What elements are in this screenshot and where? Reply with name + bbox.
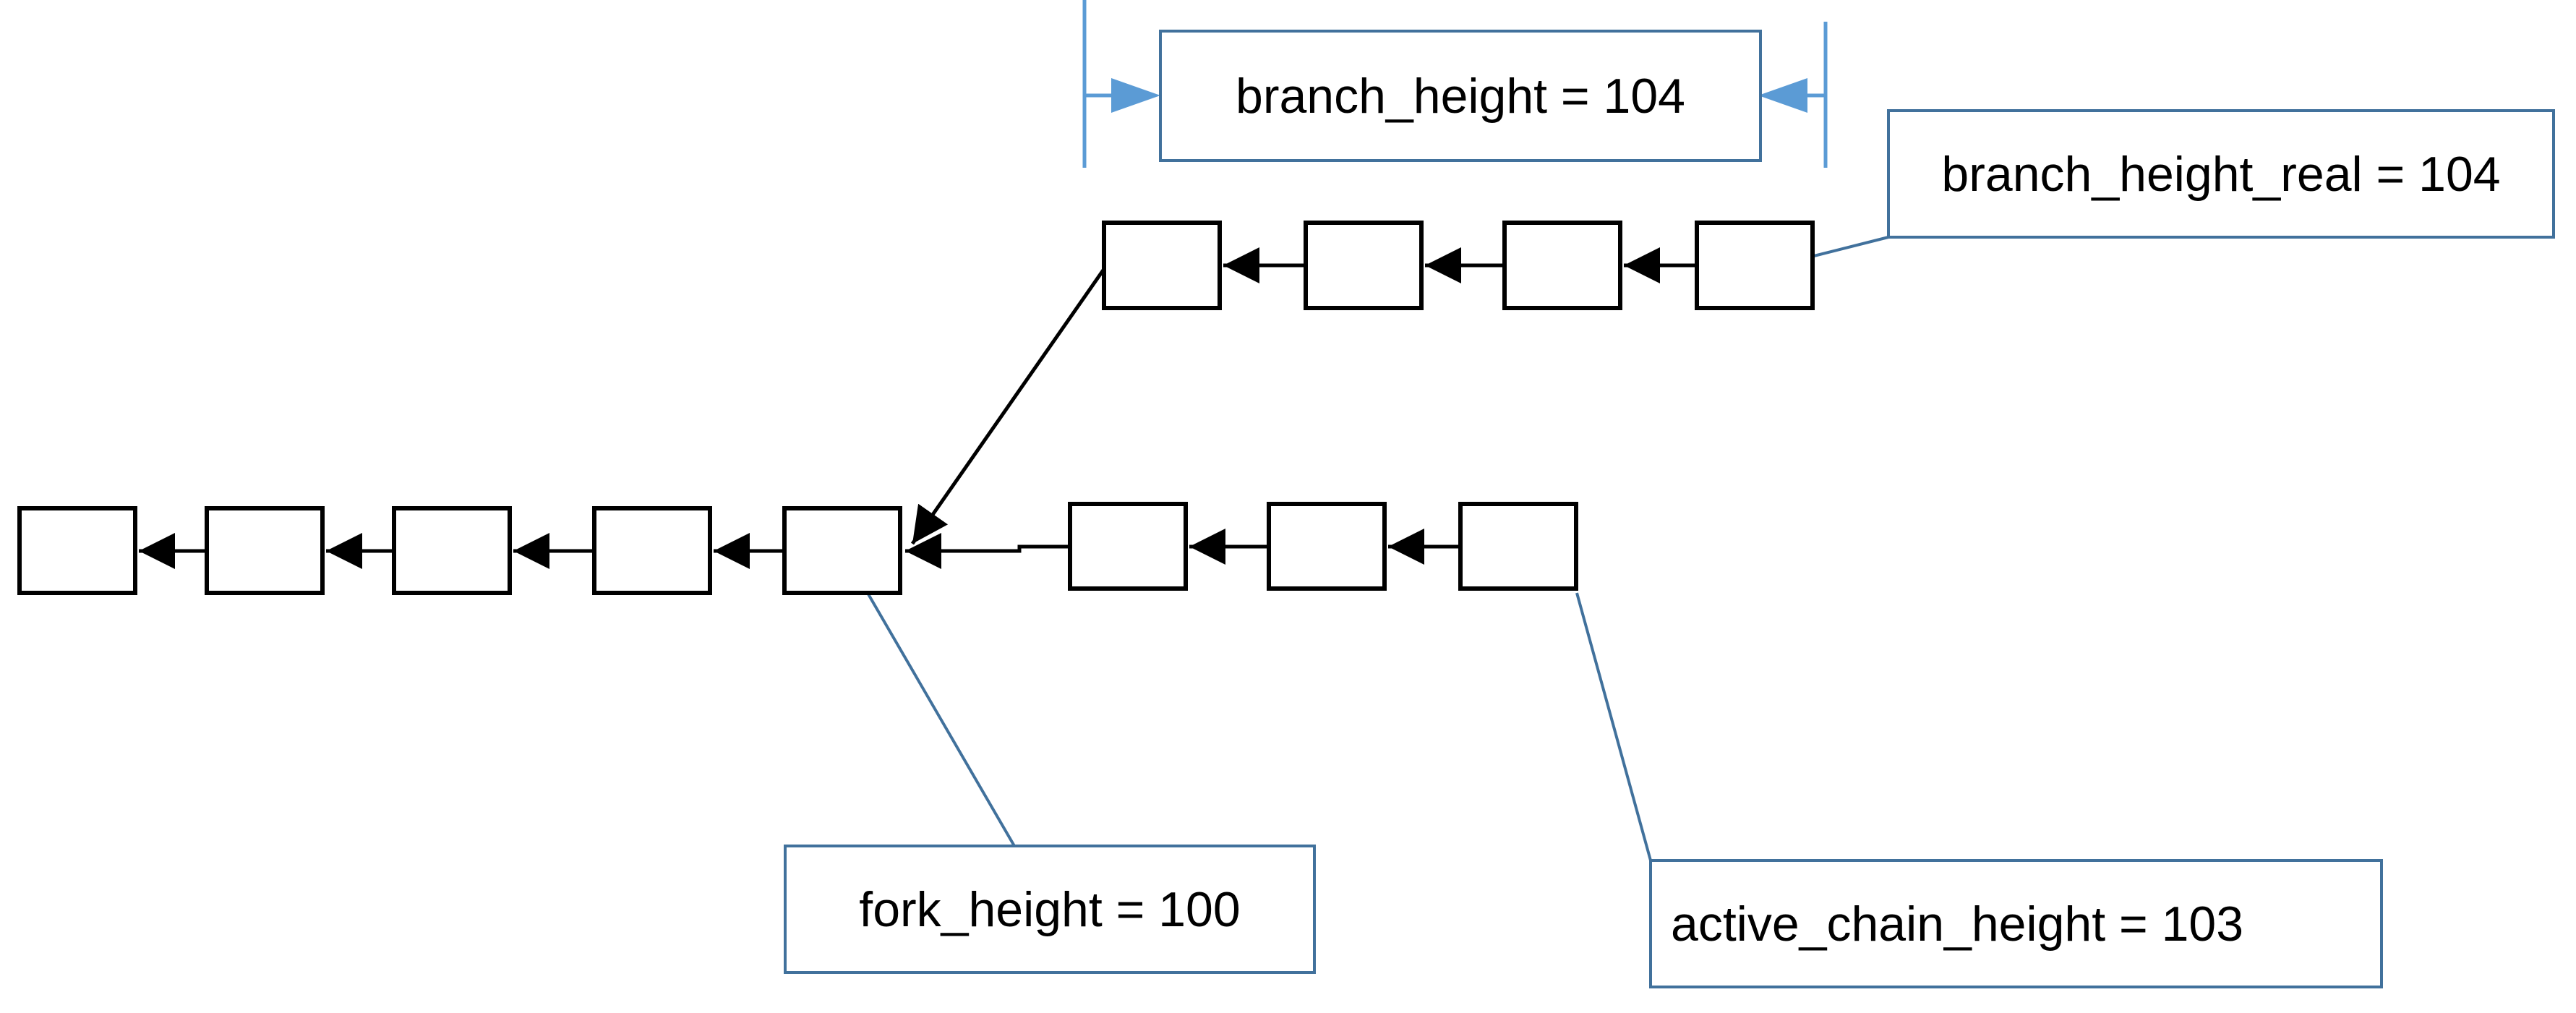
side-block-4: [1695, 221, 1815, 310]
branch-height-real-callout: branch_height_real = 104: [1887, 109, 2555, 239]
dimension-left-arrowhead: [1111, 78, 1160, 113]
side-to-fork-arrow: [910, 268, 1106, 545]
side-branch: [910, 221, 1815, 545]
fork-height-leader: [866, 591, 1016, 847]
main-chain: [17, 506, 902, 595]
branch-height-box: [1159, 30, 1762, 162]
main-block-1: [17, 506, 137, 595]
branch-height-label: branch_height = 104: [1236, 69, 1685, 124]
branch-height-callout: branch_height = 104: [1159, 30, 1762, 162]
fork-height-label: fork_height = 100: [859, 882, 1240, 937]
active-block-2: [1267, 502, 1387, 591]
branch-height-real-label: branch_height_real = 104: [1941, 147, 2500, 202]
fork-height-box: [784, 845, 1316, 974]
side-block-1: [1102, 221, 1222, 310]
active-chain-height-callout: active_chain_height = 103: [1649, 859, 2383, 988]
side-block-3: [1502, 221, 1622, 310]
branch-height-real-leader: [1810, 236, 1889, 258]
active-chain-height-box: [1649, 859, 2383, 988]
active-link-arrow-to-fork: [905, 533, 1070, 569]
branch-height-real-box: [1887, 109, 2555, 239]
side-block-2: [1304, 221, 1424, 310]
active-block-1: [1068, 502, 1188, 591]
active-chain-height-leader: [1575, 592, 1652, 861]
main-block-2: [205, 506, 325, 595]
fork-height-callout: fork_height = 100: [784, 845, 1316, 974]
active-block-3: [1458, 502, 1578, 591]
main-block-4: [592, 506, 712, 595]
main-block-3: [392, 506, 512, 595]
branch-height-dimension: [1082, 0, 1828, 168]
active-chain-height-label: active_chain_height = 103: [1671, 897, 2243, 952]
active-branch: [905, 502, 1578, 591]
fork-block: [782, 506, 902, 595]
dimension-right-arrowhead: [1758, 78, 1807, 113]
